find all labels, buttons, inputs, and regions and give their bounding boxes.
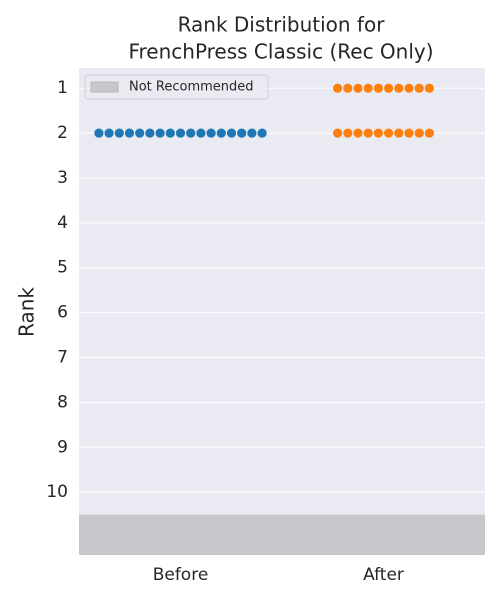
y-tick-label: 4 bbox=[57, 213, 68, 233]
point bbox=[94, 128, 104, 138]
legend: Not Recommended bbox=[84, 74, 269, 100]
marks bbox=[94, 83, 434, 138]
legend-label: Not Recommended bbox=[129, 80, 254, 95]
y-tick-label: 5 bbox=[57, 258, 68, 278]
point bbox=[247, 128, 257, 138]
y-tick-label: 7 bbox=[57, 348, 68, 368]
point bbox=[394, 128, 404, 138]
point bbox=[257, 128, 267, 138]
point bbox=[404, 128, 414, 138]
point bbox=[363, 83, 373, 93]
point bbox=[226, 128, 237, 138]
chart-title: FrenchPress Classic (Rec Only) bbox=[128, 40, 433, 64]
chart-title: Rank Distribution for bbox=[178, 13, 386, 37]
y-tick-label: 3 bbox=[57, 168, 68, 188]
shaded-region bbox=[79, 514, 485, 555]
y-tick-label: 2 bbox=[57, 123, 68, 143]
point bbox=[196, 128, 206, 138]
y-tick-label: 10 bbox=[46, 482, 68, 502]
point bbox=[353, 83, 363, 93]
point bbox=[104, 128, 114, 138]
point bbox=[424, 83, 434, 93]
point bbox=[135, 128, 145, 138]
point bbox=[343, 128, 353, 138]
point bbox=[155, 128, 165, 138]
point bbox=[237, 128, 247, 138]
point bbox=[333, 83, 343, 93]
point bbox=[414, 83, 424, 93]
point bbox=[165, 128, 175, 138]
y-tick-label: 9 bbox=[57, 437, 68, 457]
y-tick-label: 1 bbox=[57, 78, 68, 98]
point bbox=[353, 128, 363, 138]
point bbox=[414, 128, 424, 138]
point bbox=[404, 83, 414, 93]
x-tick-label: Before bbox=[153, 565, 209, 585]
point bbox=[206, 128, 216, 138]
point bbox=[114, 128, 124, 138]
point bbox=[384, 128, 394, 138]
point bbox=[363, 128, 373, 138]
legend-box bbox=[84, 74, 269, 100]
point bbox=[373, 83, 383, 93]
y-tick-label: 6 bbox=[57, 303, 68, 323]
point bbox=[145, 128, 155, 138]
point bbox=[373, 128, 383, 138]
point bbox=[384, 83, 394, 93]
point bbox=[216, 128, 226, 138]
point bbox=[394, 83, 404, 93]
point bbox=[333, 128, 343, 138]
legend-swatch bbox=[90, 81, 119, 93]
point bbox=[124, 128, 135, 138]
point bbox=[175, 128, 186, 138]
x-tick-label: After bbox=[363, 565, 404, 585]
plot-background bbox=[79, 68, 485, 555]
y-tick-label: 8 bbox=[57, 392, 68, 412]
point bbox=[343, 83, 353, 93]
point bbox=[424, 128, 434, 138]
point bbox=[186, 128, 196, 138]
grid bbox=[79, 87, 485, 555]
y-axis-label: Rank bbox=[15, 287, 39, 337]
